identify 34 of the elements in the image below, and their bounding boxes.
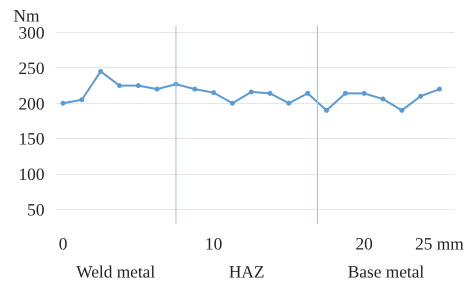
point xyxy=(342,90,348,96)
point xyxy=(230,100,235,106)
point xyxy=(362,90,367,96)
y-tick-label: 200 xyxy=(18,94,45,114)
point xyxy=(418,94,424,99)
x-tick-label: 0 xyxy=(58,234,68,254)
y-tick-label: 150 xyxy=(18,130,45,149)
point xyxy=(116,83,122,88)
y-tick-label: 50 xyxy=(27,200,44,220)
y-tick-label: 250 xyxy=(18,58,45,78)
point xyxy=(79,97,84,102)
text: Weld metal xyxy=(76,262,156,282)
x-tick-label: 25 mm xyxy=(415,234,464,254)
y-tick-label: 100 xyxy=(18,165,45,184)
point xyxy=(305,90,310,96)
point xyxy=(436,86,442,92)
x-tick-label: 20 xyxy=(355,234,373,254)
point xyxy=(268,90,273,96)
point xyxy=(192,86,198,92)
point xyxy=(154,86,160,92)
text: Base metal xyxy=(348,262,424,282)
y-axis-title: Nm xyxy=(14,6,40,26)
point xyxy=(399,108,404,113)
point xyxy=(324,108,330,113)
point xyxy=(136,83,141,88)
point xyxy=(380,96,386,102)
text: HAZ xyxy=(228,262,265,282)
y-tick-label: 300 xyxy=(18,24,45,43)
x-tick-label: 10 xyxy=(204,234,222,254)
point xyxy=(98,68,104,74)
point xyxy=(211,90,216,96)
point xyxy=(248,89,254,94)
point xyxy=(286,100,292,106)
point xyxy=(60,100,66,106)
